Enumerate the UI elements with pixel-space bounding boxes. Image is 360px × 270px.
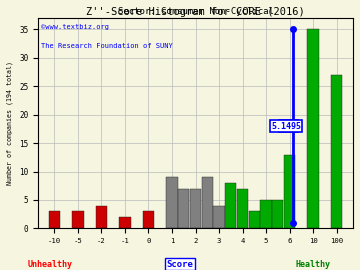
Bar: [249, 211, 260, 228]
Text: Healthy: Healthy: [296, 260, 331, 269]
Bar: [190, 189, 201, 228]
Title: Z''-Score Histogram for CORE (2016): Z''-Score Histogram for CORE (2016): [86, 7, 305, 17]
Bar: [166, 177, 177, 228]
Bar: [284, 154, 295, 228]
Text: 5.1495: 5.1495: [271, 122, 301, 131]
Bar: [260, 200, 272, 228]
Bar: [119, 217, 131, 228]
Bar: [49, 211, 60, 228]
Bar: [331, 75, 342, 228]
Bar: [307, 29, 319, 228]
Text: Sector: Consumer Non-Cyclical: Sector: Consumer Non-Cyclical: [118, 7, 274, 16]
Y-axis label: Number of companies (194 total): Number of companies (194 total): [7, 61, 13, 185]
Text: ©www.textbiz.org: ©www.textbiz.org: [41, 24, 109, 30]
Bar: [178, 189, 189, 228]
Bar: [237, 189, 248, 228]
Bar: [72, 211, 84, 228]
Bar: [213, 206, 225, 228]
Text: The Research Foundation of SUNY: The Research Foundation of SUNY: [41, 43, 173, 49]
Bar: [202, 177, 213, 228]
Bar: [96, 206, 107, 228]
Text: Score: Score: [167, 260, 193, 269]
Text: Unhealthy: Unhealthy: [28, 260, 73, 269]
Bar: [225, 183, 237, 228]
Bar: [143, 211, 154, 228]
Bar: [272, 200, 283, 228]
